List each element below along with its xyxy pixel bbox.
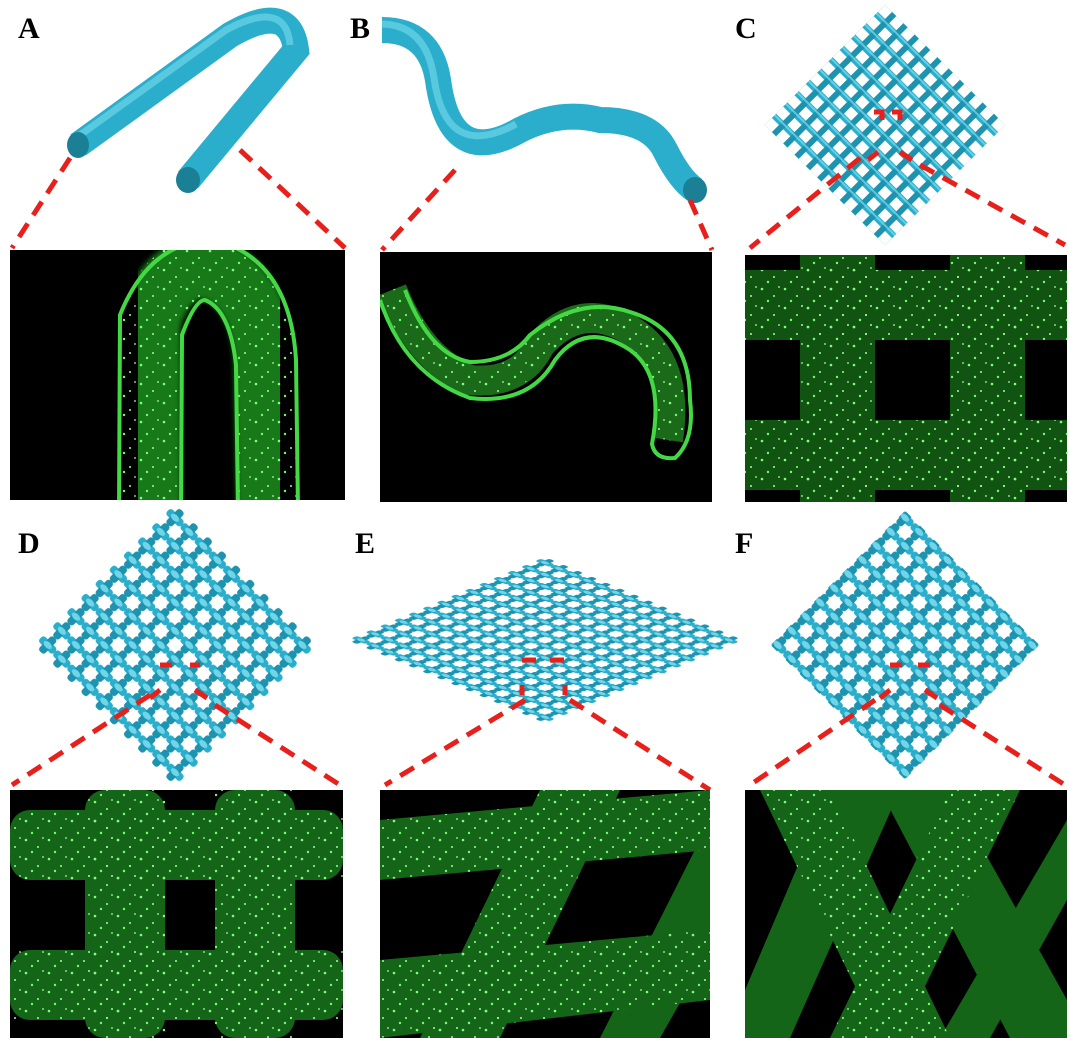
micrograph <box>10 240 345 510</box>
figure: A B C D E F <box>0 0 1069 1038</box>
tube-model <box>67 17 296 193</box>
micrograph <box>380 252 712 502</box>
panel-label: B <box>350 12 370 45</box>
micrograph <box>745 790 1067 1038</box>
panel-label: F <box>735 527 753 560</box>
panel-label: E <box>355 527 375 560</box>
micrograph <box>745 255 1067 502</box>
panel-label: D <box>18 527 40 560</box>
tube-model <box>382 24 707 203</box>
weave-model <box>347 557 743 723</box>
zoom-line <box>12 150 345 248</box>
zoom-line <box>382 170 712 250</box>
micrograph <box>10 790 343 1038</box>
panel-label: C <box>735 12 757 45</box>
weave-model <box>771 511 1040 780</box>
micrograph <box>380 790 710 1038</box>
panel-label: A <box>18 12 40 45</box>
